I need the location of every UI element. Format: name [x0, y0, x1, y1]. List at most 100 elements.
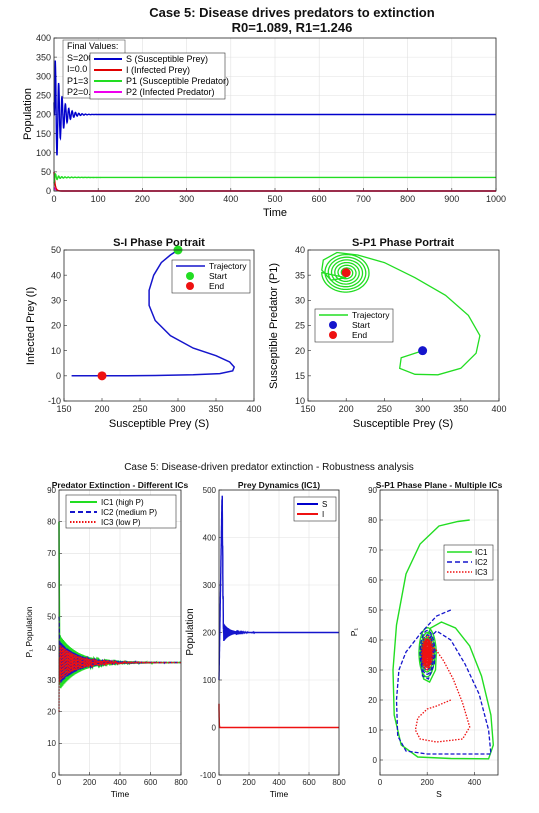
x-tick-label: 900 [444, 194, 459, 204]
sm-legend-ic1: IC1 [475, 548, 488, 557]
si-phase-legend: Trajectory Start End [171, 259, 251, 294]
y-tick-label: 200 [203, 628, 217, 637]
pe-legend-ic2: IC2 (medium P) [101, 508, 157, 517]
y-tick-label: 20 [295, 346, 305, 356]
x-tick-label: 200 [339, 404, 354, 414]
legend-label-P1: P1 (Susceptible Predator) [126, 76, 229, 86]
y-tick-label: 0 [212, 723, 217, 732]
sp1-phase-lines [321, 251, 481, 376]
si-trajectory [71, 249, 236, 377]
y-tick-label: 60 [47, 581, 56, 590]
timeseries-xlabel: Time [263, 207, 287, 219]
x-tick-label: 800 [400, 194, 415, 204]
legend-label-P2: P2 (Infected Predator) [126, 87, 215, 97]
si-end-marker [97, 371, 107, 381]
y-tick-label: 25 [295, 321, 305, 331]
y-tick-label: 300 [203, 581, 217, 590]
predator-extinction-ylabel: P₁ Population [24, 606, 34, 657]
x-tick-label: 400 [468, 778, 482, 787]
sp1-multi-lines [392, 519, 495, 760]
y-tick-label: 15 [295, 371, 305, 381]
sp1-multi-title: S-P1 Phase Plane - Multiple ICs [376, 480, 503, 490]
x-tick-label: 200 [135, 194, 150, 204]
x-tick-label: 200 [83, 778, 97, 787]
y-tick-label: 400 [36, 33, 51, 43]
x-tick-label: 100 [91, 194, 106, 204]
figure1-title: Case 5: Disease drives predators to exti… [149, 5, 434, 20]
x-tick-label: 400 [113, 778, 127, 787]
x-tick-label: 800 [174, 778, 188, 787]
pe-legend-ic3: IC3 (low P) [101, 518, 141, 527]
y-tick-label: 50 [368, 606, 377, 615]
prey-dynamics-lines [218, 495, 339, 729]
predator-extinction-lines [58, 521, 181, 712]
pd-legend-i: I [322, 510, 324, 519]
x-tick-label: 150 [56, 404, 71, 414]
y-tick-label: 0 [46, 186, 51, 196]
y-tick-label: 30 [47, 676, 56, 685]
prey-dynamics-chart: Prey Dynamics (IC1) 0 200 400 600 800-100010… [185, 480, 346, 799]
x-tick-label: 600 [302, 778, 316, 787]
final-values-line: P1=3 [67, 76, 88, 86]
y-tick-label: 200 [36, 110, 51, 120]
x-tick-label: 0 [57, 778, 62, 787]
sp1-phase-legend: Trajectory Start End [314, 308, 394, 343]
ic2-line [58, 616, 181, 683]
figure1: Case 5: Disease drives predators to exti… [22, 5, 507, 430]
sp1-multi-axes-box [379, 489, 499, 776]
si-phase-ylabel: Infected Prey (I) [25, 287, 37, 365]
y-tick-label: 20 [368, 696, 377, 705]
sp1-phase-title: S-P1 Phase Portrait [352, 237, 454, 249]
sp1-start-marker [418, 346, 428, 356]
si-legend-trajectory: Trajectory [209, 261, 247, 271]
final-values-line: P2=0. [67, 87, 91, 97]
prey-dynamics-xlabel: Time [270, 789, 289, 799]
y-tick-label: 40 [368, 636, 377, 645]
y-tick-label: 30 [295, 295, 305, 305]
y-tick-label: 60 [368, 576, 377, 585]
x-tick-label: 200 [94, 404, 109, 414]
sp1-legend-start: Start [352, 320, 371, 330]
si-phase-chart: S-I Phase Portrait 150 200 250 300 350 400-10… [25, 237, 262, 430]
prey-dynamics-ylabel: Population [185, 608, 196, 655]
y-tick-label: 30 [368, 666, 377, 675]
s-line [53, 60, 496, 156]
y-tick-label: 250 [36, 91, 51, 101]
prey-dynamics-title: Prey Dynamics (IC1) [238, 480, 320, 490]
y-tick-label: 10 [295, 396, 305, 406]
si-legend-start: Start [209, 271, 228, 281]
y-tick-label: 100 [203, 676, 217, 685]
x-tick-label: 800 [332, 778, 346, 787]
x-tick-label: 250 [377, 404, 392, 414]
prey-dynamics-legend: S I [293, 496, 337, 522]
prey-dynamics-axes-box [218, 489, 340, 776]
x-tick-label: 300 [415, 404, 430, 414]
y-tick-label: 350 [36, 52, 51, 62]
predator-extinction-legend: IC1 (high P) IC2 (medium P) IC3 (low P) [65, 494, 177, 529]
y-tick-label: 400 [203, 533, 217, 542]
y-tick-label: 10 [47, 739, 56, 748]
y-tick-label: 150 [36, 129, 51, 139]
y-tick-label: 500 [203, 486, 217, 495]
pd-legend-s: S [322, 500, 327, 509]
sp1-legend-end: End [352, 330, 367, 340]
x-tick-label: 350 [453, 404, 468, 414]
x-tick-label: 300 [170, 404, 185, 414]
timeseries-ylabel: Population [22, 88, 34, 140]
final-values-line: I=0.0 [67, 64, 87, 74]
predator-extinction-title: Predator Extinction - Different ICs [52, 480, 189, 490]
y-tick-label: 50 [41, 167, 51, 177]
sp1-phase-ticks: 150 200 250 300 350 400 10 15 20 25 30 35 40 [295, 245, 507, 414]
predator-extinction-axes-box [58, 489, 182, 776]
x-tick-label: 0 [378, 778, 383, 787]
pe-legend-ic1: IC1 (high P) [101, 498, 144, 507]
y-tick-label: 20 [51, 321, 61, 331]
y-tick-label: 10 [51, 346, 61, 356]
sm-legend-ic3: IC3 [475, 568, 488, 577]
s-line [218, 495, 339, 680]
sp1-phase-axes-box [307, 249, 500, 402]
x-tick-label: 300 [179, 194, 194, 204]
sm-legend-ic2: IC2 [475, 558, 488, 567]
sp1-multi-ylabel: P₁ [349, 628, 359, 637]
final-values-line: S=200 [67, 53, 93, 63]
